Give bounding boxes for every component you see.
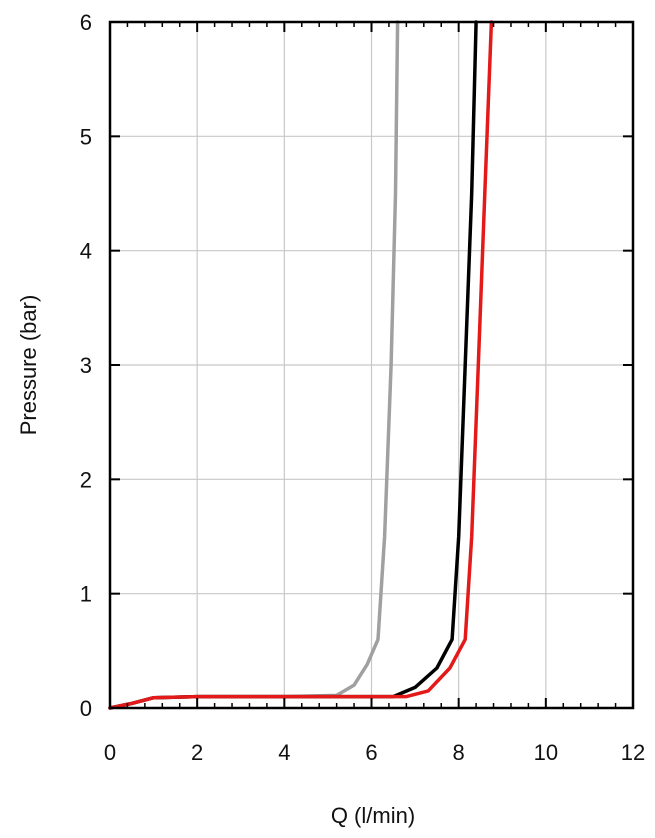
y-tick-label: 0: [80, 696, 92, 721]
series-line-3: [108, 20, 494, 710]
y-tick-label: 2: [80, 467, 92, 492]
y-tick-label: 1: [80, 582, 92, 607]
x-tick-label: 8: [453, 740, 465, 765]
grid: [110, 22, 633, 708]
x-tick-label: 4: [278, 740, 290, 765]
ticks: [109, 21, 634, 709]
x-tick-label: 2: [191, 740, 203, 765]
series-layer: [108, 20, 494, 710]
y-tick-label: 4: [80, 239, 92, 264]
x-axis-title: Q (l/min): [331, 803, 415, 828]
y-axis-title: Pressure (bar): [16, 295, 41, 436]
x-tick-label: 10: [534, 740, 558, 765]
x-tick-label: 0: [104, 740, 116, 765]
y-tick-label: 5: [80, 124, 92, 149]
y-tick-label: 6: [80, 10, 92, 35]
x-tick-label: 12: [621, 740, 645, 765]
y-tick-label: 3: [80, 353, 92, 378]
x-tick-label: 6: [365, 740, 377, 765]
